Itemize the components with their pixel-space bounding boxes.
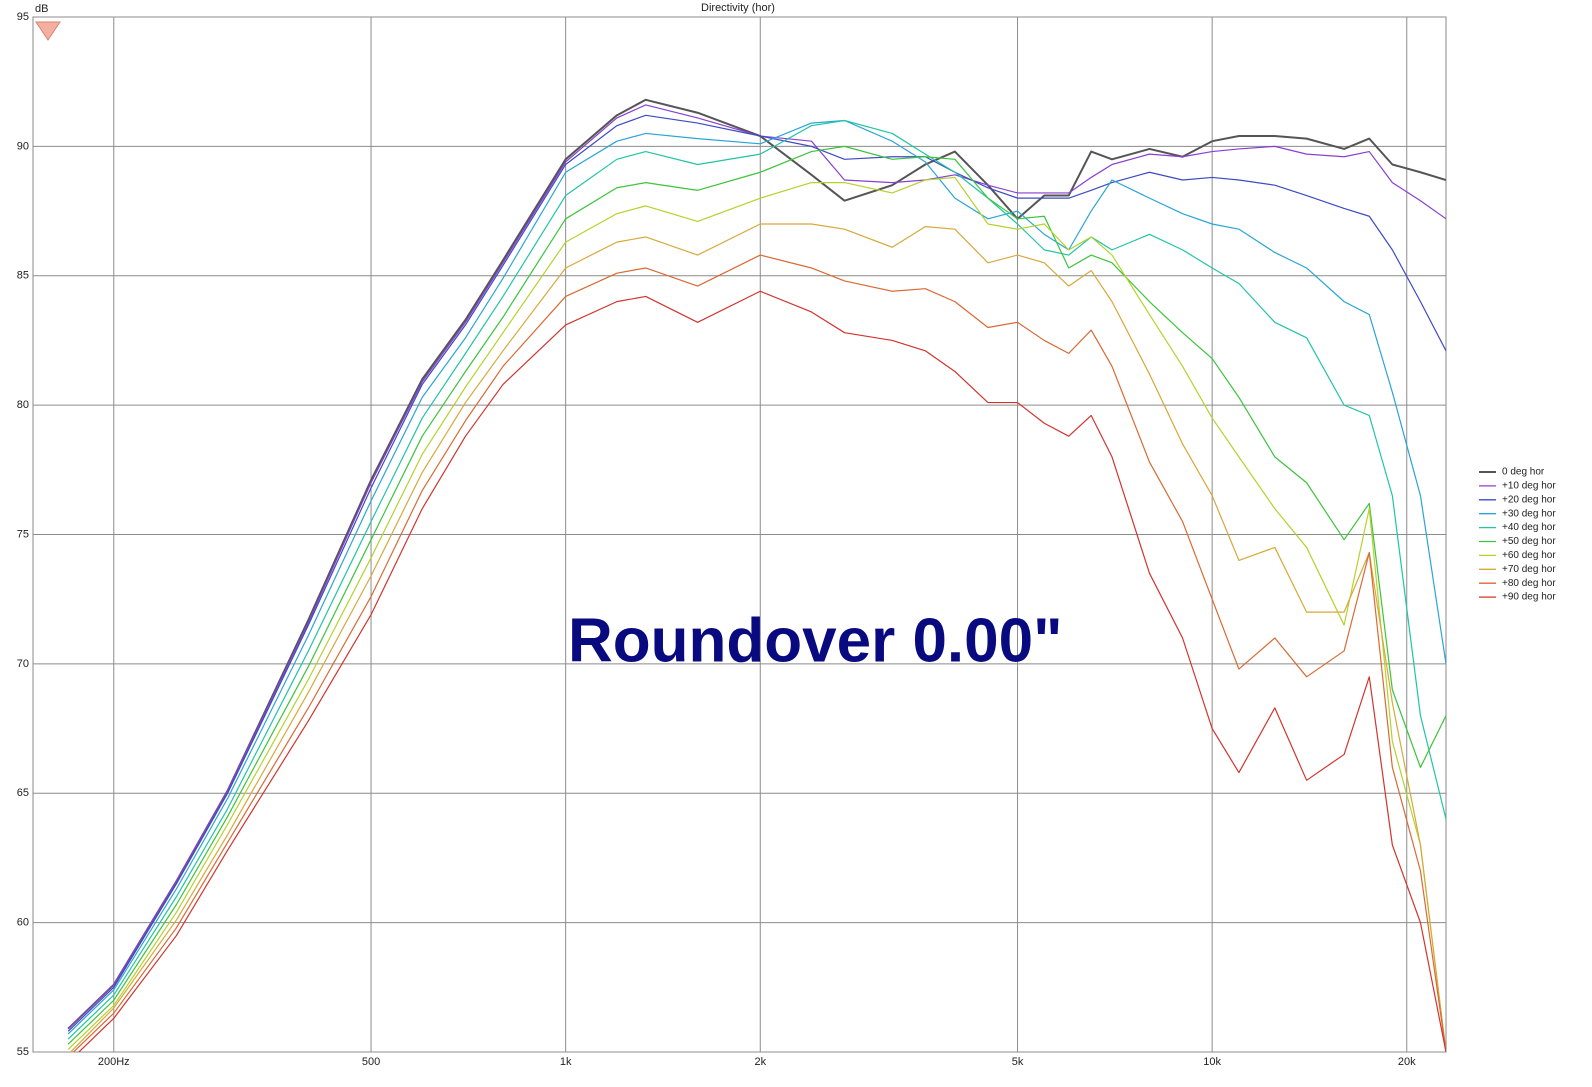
legend-label: +70 deg hor — [1502, 564, 1556, 575]
series-line — [67, 119, 1446, 1040]
legend-label: +50 deg hor — [1502, 536, 1556, 547]
series-line — [72, 254, 1446, 1052]
x-tick-label: 10k — [1203, 1056, 1221, 1068]
annotation: Roundover 0.00" — [568, 606, 1063, 675]
y-tick-label: 90 — [17, 140, 29, 152]
y-tick-label: 85 — [17, 270, 29, 282]
lines — [67, 98, 1446, 1052]
legend-label: +40 deg hor — [1502, 522, 1556, 533]
x-tick-label: 5k — [1012, 1056, 1024, 1068]
x-tick-label: 500 — [362, 1056, 380, 1068]
series-line — [67, 145, 1446, 1045]
y-tick-label: 70 — [17, 658, 29, 670]
legend-label: +10 deg hor — [1502, 481, 1556, 492]
legend-label: +90 deg hor — [1502, 592, 1556, 603]
y-tick-label: 65 — [17, 787, 29, 799]
series-line — [69, 223, 1446, 1052]
legend-label: +80 deg hor — [1502, 578, 1556, 589]
y-axis-label: dB — [35, 3, 48, 15]
series-line — [67, 114, 1446, 1032]
series-line — [67, 104, 1446, 1030]
y-tick-label: 60 — [17, 917, 29, 929]
y-tick-label: 55 — [17, 1046, 29, 1058]
y-tick-label: 80 — [17, 399, 29, 411]
y-tick-label: 95 — [17, 11, 29, 23]
legend-label: 0 deg hor — [1502, 467, 1545, 478]
chart-title: Directivity (hor) — [701, 2, 775, 14]
series-line — [67, 176, 1446, 1052]
series-line — [67, 119, 1446, 1035]
legend-label: +20 deg hor — [1502, 494, 1556, 505]
x-tick-label: 2k — [754, 1056, 766, 1068]
labels: 55 60 65 70 75 80 85 90 95 200Hz 500 1k 2k 5k 10k 20k — [17, 11, 1416, 1068]
legend-label: +30 deg hor — [1502, 508, 1556, 519]
logo — [35, 21, 61, 41]
grid — [33, 16, 1446, 1053]
x-tick-label: 1k — [560, 1056, 572, 1068]
series-line — [78, 290, 1446, 1052]
legend: 0 deg hor +10 deg hor +20 deg hor +30 deg h… — [1479, 467, 1556, 603]
x-tick-label: 200Hz — [98, 1056, 130, 1068]
legend-label: +60 deg hor — [1502, 550, 1556, 561]
y-tick-label: 75 — [17, 528, 29, 540]
x-tick-label: 20k — [1398, 1056, 1416, 1068]
